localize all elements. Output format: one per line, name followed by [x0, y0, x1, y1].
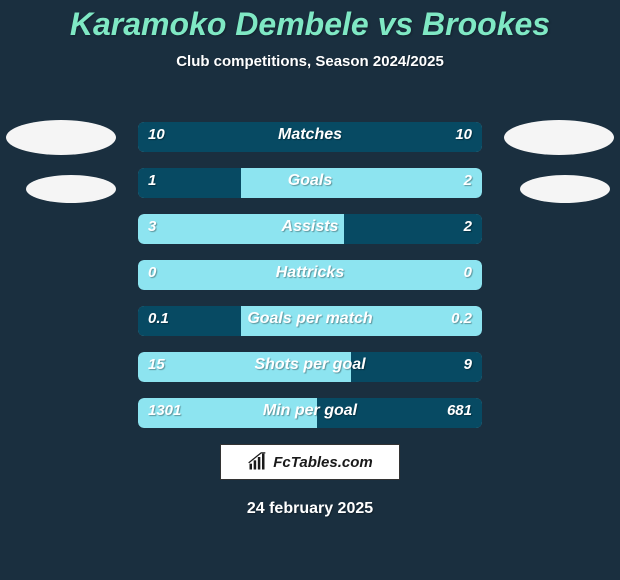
stat-label: Goals — [138, 172, 482, 190]
player2-logo-1 — [504, 120, 614, 155]
page-title: Karamoko Dembele vs Brookes — [0, 0, 620, 43]
stat-row: Goals per match0.1 0.2 — [138, 306, 482, 336]
stat-value-right: 10 — [455, 126, 472, 143]
player2-logo-2 — [520, 175, 610, 203]
stat-value-left: 0.1 — [148, 310, 169, 327]
comparison-infographic: Karamoko Dembele vs Brookes Club competi… — [0, 0, 620, 580]
stat-label: Min per goal — [138, 402, 482, 420]
stat-value-right: 0 — [464, 264, 472, 281]
stat-value-right: 2 — [464, 172, 472, 189]
stat-value-right: 0.2 — [451, 310, 472, 327]
branding-text: FcTables.com — [273, 454, 372, 471]
stat-row: Shots per goal15 9 — [138, 352, 482, 382]
stat-row: Min per goal1301 681 — [138, 398, 482, 428]
stat-value-right: 681 — [447, 402, 472, 419]
player1-logo-2 — [26, 175, 116, 203]
date-label: 24 february 2025 — [0, 500, 620, 518]
stat-value-left: 15 — [148, 356, 165, 373]
stat-row: Hattricks0 0 — [138, 260, 482, 290]
stat-value-left: 1 — [148, 172, 156, 189]
stat-row: Goals1 2 — [138, 168, 482, 198]
player1-logo-1 — [6, 120, 116, 155]
stat-label: Goals per match — [138, 310, 482, 328]
stat-label: Shots per goal — [138, 356, 482, 374]
stat-label: Hattricks — [138, 264, 482, 282]
stat-row: Matches10 10 — [138, 122, 482, 152]
stat-label: Assists — [138, 218, 482, 236]
subtitle: Club competitions, Season 2024/2025 — [0, 53, 620, 70]
stats-bars: Matches1010Goals12Assists32Hattricks00Go… — [138, 122, 482, 444]
stat-value-left: 1301 — [148, 402, 181, 419]
stat-value-right: 9 — [464, 356, 472, 373]
stat-value-left: 3 — [148, 218, 156, 235]
stat-value-left: 10 — [148, 126, 165, 143]
stat-row: Assists3 2 — [138, 214, 482, 244]
chart-icon — [247, 452, 267, 472]
branding-badge: FcTables.com — [220, 444, 400, 480]
stat-value-right: 2 — [464, 218, 472, 235]
stat-label: Matches — [138, 126, 482, 144]
stat-value-left: 0 — [148, 264, 156, 281]
